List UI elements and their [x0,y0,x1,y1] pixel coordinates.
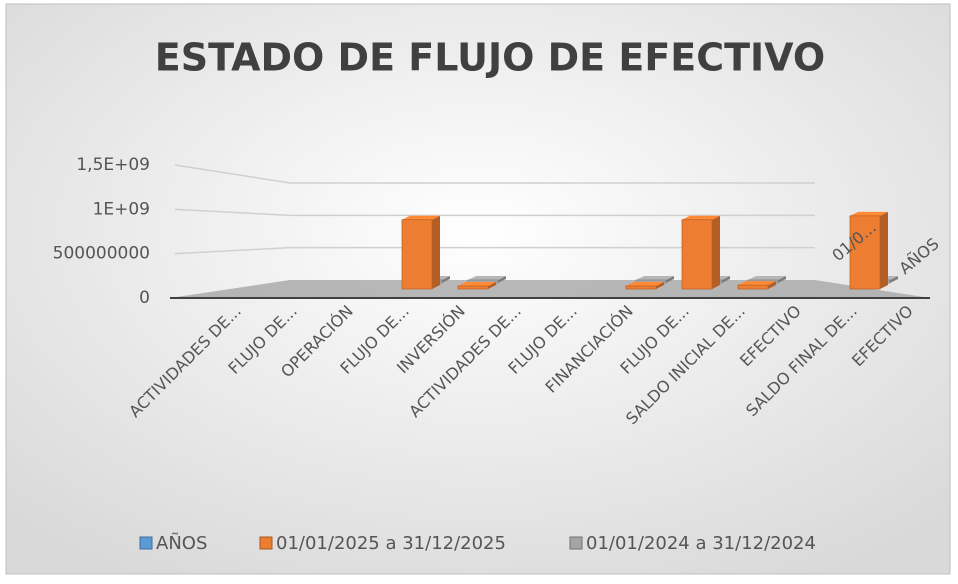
bar [625,282,664,290]
bar-top [458,282,496,286]
bar-side [666,276,674,283]
bar-side [712,215,720,289]
legend-label: 01/01/2025 a 31/12/2025 [276,533,506,554]
bar-front [849,215,881,290]
y-tick-label: 1,5E+09 [76,155,150,175]
bar-front [401,219,433,290]
y-tick-label: 1E+09 [93,199,150,219]
bar-top [850,211,888,216]
floor [170,280,930,298]
bar-top [738,281,776,286]
bar-side [722,276,730,283]
bar-front [625,285,657,290]
bar-side [432,215,440,289]
bar [681,215,720,290]
bar-top [636,276,674,280]
grid-line [174,246,815,255]
legend-label: 01/01/2024 a 31/12/2024 [586,533,816,554]
legend-swatch [259,536,273,550]
bar [737,281,776,290]
bar-side [656,282,664,289]
bar [849,211,888,290]
bar-side [442,276,450,283]
bar-side [880,211,888,289]
bar-front [457,285,489,290]
bar-top [626,282,664,286]
bar-side [498,276,506,283]
bar-top [468,276,506,280]
bar [401,215,440,290]
bar [457,282,496,290]
bar-side [778,276,786,283]
bar-side [768,281,776,289]
bar-side [488,282,496,289]
y-tick-label: 0 [139,288,150,308]
bar-top [682,215,720,220]
grid-line [174,164,815,184]
legend-label: AÑOS [156,532,207,554]
bar-front [681,219,713,290]
bar-front [737,284,769,290]
bar-side [890,276,898,283]
bar-top [748,276,786,280]
bar [467,276,506,284]
legend-swatch [139,536,153,550]
chart-title: ESTADO DE FLUJO DE EFECTIVO [155,36,825,80]
legend-swatch [569,536,583,550]
y-tick-label: 500000000 [53,244,150,264]
grid-line [174,208,815,217]
bar-top [402,215,440,220]
